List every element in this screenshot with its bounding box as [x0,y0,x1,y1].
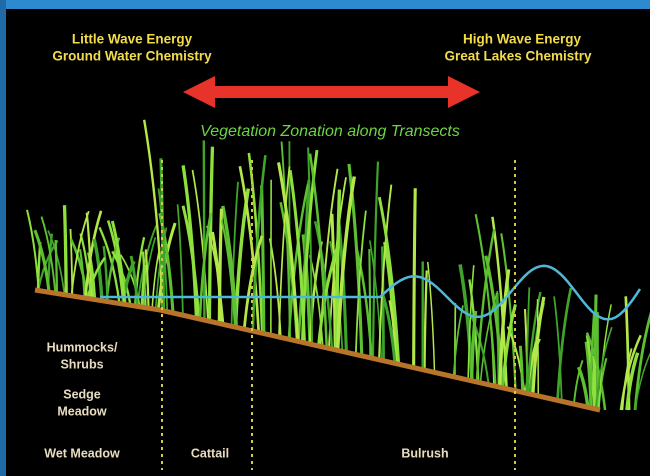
plant-stem [65,205,67,295]
zone-label: Shrubs [60,357,103,371]
zone-label: Cattail [191,446,229,460]
left-header-line: Little Wave Energy [72,32,193,47]
zone-label: Meadow [57,404,107,418]
plant-stem [204,140,205,320]
top-border [0,0,650,9]
title: Vegetation Zonation along Transects [200,123,460,140]
plant-stem [369,249,370,358]
right-header-line: High Wave Energy [463,32,582,47]
plant-stem [414,188,416,367]
zone-label: Bulrush [401,446,448,460]
diagram: Little Wave Energy Ground Water Chemistr… [0,0,650,476]
plant-stem [538,299,539,396]
zone-label: Wet Meadow [44,446,120,460]
zone-label: Hummocks/ [47,340,118,354]
plant-stem [56,240,57,293]
left-header-line: Ground Water Chemistry [52,49,212,64]
zone-label: Sedge [63,387,101,401]
left-border [0,0,6,476]
right-header-line: Great Lakes Chemistry [444,49,592,64]
